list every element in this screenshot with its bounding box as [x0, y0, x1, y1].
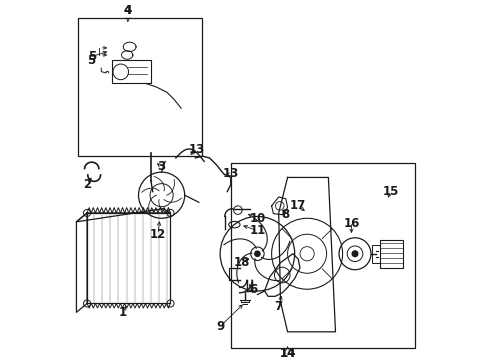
Text: 18: 18: [233, 256, 249, 269]
Text: 1: 1: [119, 306, 126, 319]
Bar: [78, 18, 202, 156]
Text: 7: 7: [275, 301, 283, 314]
Text: 4: 4: [124, 4, 132, 17]
Text: 8: 8: [282, 208, 290, 221]
Bar: [231, 163, 416, 348]
Text: 5: 5: [87, 54, 95, 67]
Text: 5: 5: [88, 50, 97, 63]
Circle shape: [352, 251, 358, 257]
Text: 10: 10: [249, 212, 266, 225]
Circle shape: [255, 251, 260, 256]
Text: 13: 13: [189, 143, 205, 156]
Bar: [372, 245, 380, 262]
Text: 15: 15: [382, 185, 399, 198]
Text: 9: 9: [216, 320, 224, 333]
Text: 4: 4: [124, 4, 132, 17]
Text: 3: 3: [158, 160, 166, 173]
Bar: [380, 239, 403, 268]
Bar: [112, 60, 151, 84]
Text: 13: 13: [222, 167, 239, 180]
Text: 2: 2: [83, 178, 91, 191]
Text: 12: 12: [150, 228, 166, 241]
Text: 14: 14: [279, 347, 296, 360]
Text: 16: 16: [343, 217, 360, 230]
Text: 17: 17: [290, 199, 306, 212]
Text: 14: 14: [279, 347, 296, 360]
Text: 11: 11: [249, 224, 266, 237]
Bar: [87, 213, 171, 303]
Text: 6: 6: [250, 283, 258, 296]
